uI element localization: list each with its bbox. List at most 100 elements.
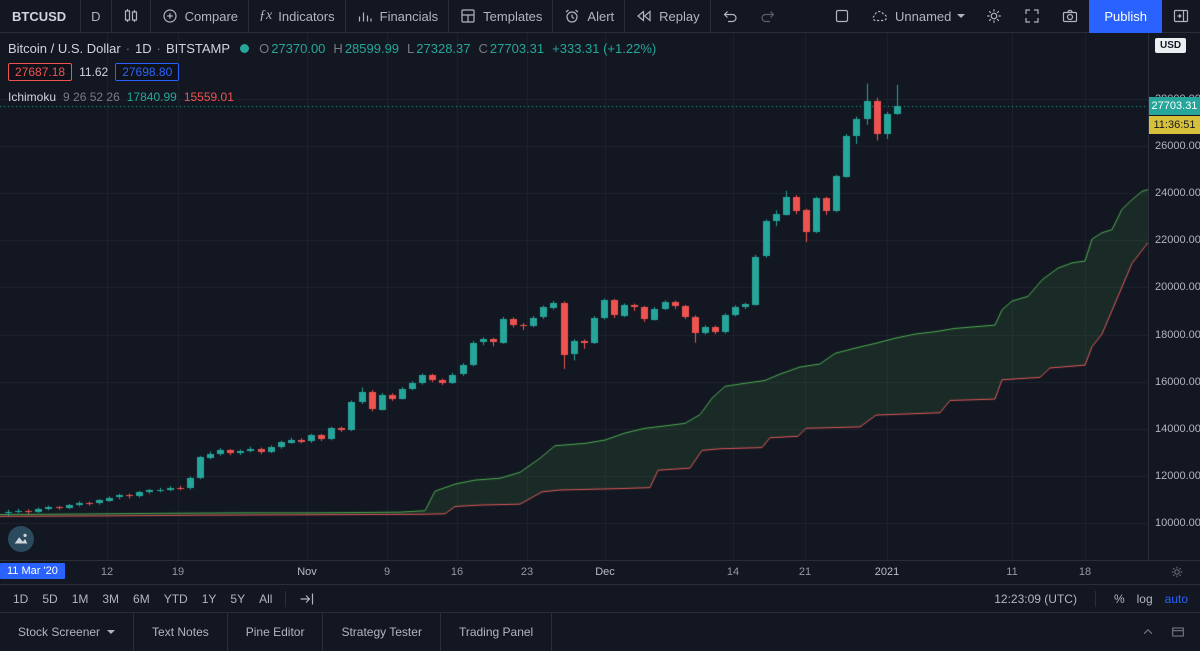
- time-axis-label: Nov: [297, 566, 317, 578]
- panel-tab-stock-screener[interactable]: Stock Screener: [0, 613, 135, 651]
- replay-button[interactable]: Replay: [625, 0, 709, 33]
- panel-tab-text-notes[interactable]: Text Notes: [134, 613, 228, 651]
- price-axis-label: 12000.00: [1155, 469, 1200, 482]
- toolbar-separator: [110, 0, 112, 33]
- range-5y[interactable]: 5Y: [223, 588, 252, 610]
- ohlc-values: O 27370.00 H 28599.99 L 27328.37 C 27703.31 …: [259, 41, 656, 56]
- time-axis[interactable]: 11 Mar '20 12 19 Nov 9 16 23 Dec 14 21 2021 11 18: [0, 560, 1200, 584]
- auto-scale-button[interactable]: auto: [1164, 591, 1188, 606]
- alert-button[interactable]: Alert: [553, 0, 624, 33]
- range-6m[interactable]: 6M: [126, 588, 157, 610]
- cloud-save-icon: [872, 10, 888, 22]
- open-label: O: [259, 41, 270, 56]
- open-value: 27370.00: [271, 41, 326, 56]
- ask-price[interactable]: 27698.80: [115, 63, 180, 81]
- replay-icon: [637, 10, 651, 22]
- financials-button[interactable]: Financials: [346, 0, 449, 33]
- price-axis-label: 18000.00: [1155, 328, 1200, 341]
- maximize-panel-button[interactable]: [1164, 620, 1192, 644]
- undo-button[interactable]: [711, 0, 749, 33]
- interval-label[interactable]: 1D: [135, 41, 152, 56]
- time-axis-label: 11: [1006, 566, 1018, 578]
- panel-bar-right: [1134, 613, 1200, 651]
- templates-button[interactable]: Templates: [449, 0, 552, 33]
- toolbar-separator: [80, 0, 82, 33]
- fullscreen-icon: [1025, 9, 1039, 23]
- time-axis-label: 14: [726, 566, 740, 578]
- indicator-row[interactable]: Ichimoku 9 26 52 26 17840.99 15559.01: [8, 90, 656, 104]
- toolbar-separator: [248, 0, 250, 33]
- range-5d[interactable]: 5D: [35, 588, 64, 610]
- toolbar-separator: [285, 590, 287, 607]
- log-scale-button[interactable]: log: [1136, 591, 1153, 606]
- toolbar-separator: [552, 0, 554, 33]
- price-axis-label: 16000.00: [1155, 375, 1200, 388]
- percent-scale-button[interactable]: %: [1113, 591, 1125, 606]
- go-to-date-button[interactable]: [292, 588, 322, 610]
- bid-ask-row: 27687.18 11.62 27698.80: [8, 63, 656, 81]
- toolbar-separator: [149, 0, 151, 33]
- redo-icon: [761, 11, 774, 23]
- chart-type-button[interactable]: [112, 0, 150, 33]
- price-chart-canvas[interactable]: [0, 33, 1148, 560]
- indicators-label: Indicators: [278, 8, 335, 24]
- bottom-toolbar: 1D 5D 1M 3M 6M YTD 1Y 5Y All 12:23:09 (UTC) % lo…: [0, 584, 1200, 612]
- time-axis-label: 18: [1078, 566, 1092, 578]
- price-axis[interactable]: 10000.00 12000.00 14000.00 16000.00 18000.00…: [1148, 33, 1200, 560]
- bid-price[interactable]: 27687.18: [8, 63, 73, 81]
- compare-button[interactable]: Compare: [151, 0, 248, 33]
- screenshot-button[interactable]: [1051, 0, 1089, 33]
- range-ytd[interactable]: YTD: [157, 588, 195, 610]
- currency-unit-badge[interactable]: USD: [1155, 38, 1187, 53]
- separator-dot: ·: [125, 41, 131, 56]
- toolbar-separator: [709, 0, 711, 33]
- panel-tab-label: Strategy Tester: [341, 625, 422, 639]
- price-axis-label: 24000.00: [1155, 187, 1200, 200]
- financials-label: Financials: [379, 8, 439, 24]
- separator-dot: ·: [156, 41, 162, 56]
- clock-utc[interactable]: 12:23:09 (UTC): [994, 591, 1077, 606]
- market-status-dot: [240, 44, 250, 53]
- range-1m[interactable]: 1M: [65, 588, 96, 610]
- range-1y[interactable]: 1Y: [195, 588, 224, 610]
- redo-button[interactable]: [749, 0, 787, 33]
- time-axis-label: 19: [171, 566, 185, 578]
- price-axis-label: 10000.00: [1155, 516, 1200, 529]
- panel-tab-pine-editor[interactable]: Pine Editor: [228, 613, 324, 651]
- panel-right-icon: [1173, 9, 1189, 23]
- exchange-logo[interactable]: [8, 526, 34, 552]
- symbol-button[interactable]: BTCUSD: [0, 0, 80, 33]
- expand-panel-button[interactable]: [1134, 620, 1162, 644]
- range-buttons: 1D 5D 1M 3M 6M YTD 1Y 5Y All: [6, 588, 279, 610]
- panel-tab-label: Pine Editor: [245, 625, 305, 639]
- price-axis-label: 22000.00: [1155, 234, 1200, 247]
- layout-select-button[interactable]: [823, 0, 861, 33]
- toolbar-separator: [448, 0, 450, 33]
- toolbar-separator: [624, 0, 626, 33]
- panel-tab-trading-panel[interactable]: Trading Panel: [441, 613, 553, 651]
- save-layout-button[interactable]: Unnamed: [861, 0, 975, 33]
- symbol-title[interactable]: Bitcoin / U.S. Dollar: [8, 41, 121, 56]
- high-value: 28599.99: [344, 41, 400, 56]
- interval-button[interactable]: D: [81, 0, 110, 33]
- price-axis-label: 14000.00: [1155, 422, 1200, 435]
- indicators-button[interactable]: ƒx Indicators: [249, 0, 345, 33]
- toggle-right-panel-button[interactable]: [1162, 0, 1200, 33]
- toolbar-separator: [1094, 590, 1096, 607]
- axis-settings-button[interactable]: [1170, 565, 1184, 579]
- range-1d[interactable]: 1D: [6, 588, 35, 610]
- panel-tab-label: Trading Panel: [458, 625, 534, 639]
- time-axis-label: Dec: [595, 566, 615, 578]
- toolbar-right-group: Unnamed Publish: [823, 0, 1200, 33]
- gear-icon: [1171, 566, 1183, 578]
- fullscreen-button[interactable]: [1013, 0, 1051, 33]
- range-all[interactable]: All: [252, 588, 279, 610]
- exchange-label[interactable]: BITSTAMP: [166, 41, 231, 56]
- publish-button[interactable]: Publish: [1089, 0, 1162, 33]
- panel-tab-strategy-tester[interactable]: Strategy Tester: [323, 613, 441, 651]
- chart-properties-button[interactable]: [975, 0, 1013, 33]
- range-3m[interactable]: 3M: [95, 588, 126, 610]
- window-icon: [1172, 627, 1184, 637]
